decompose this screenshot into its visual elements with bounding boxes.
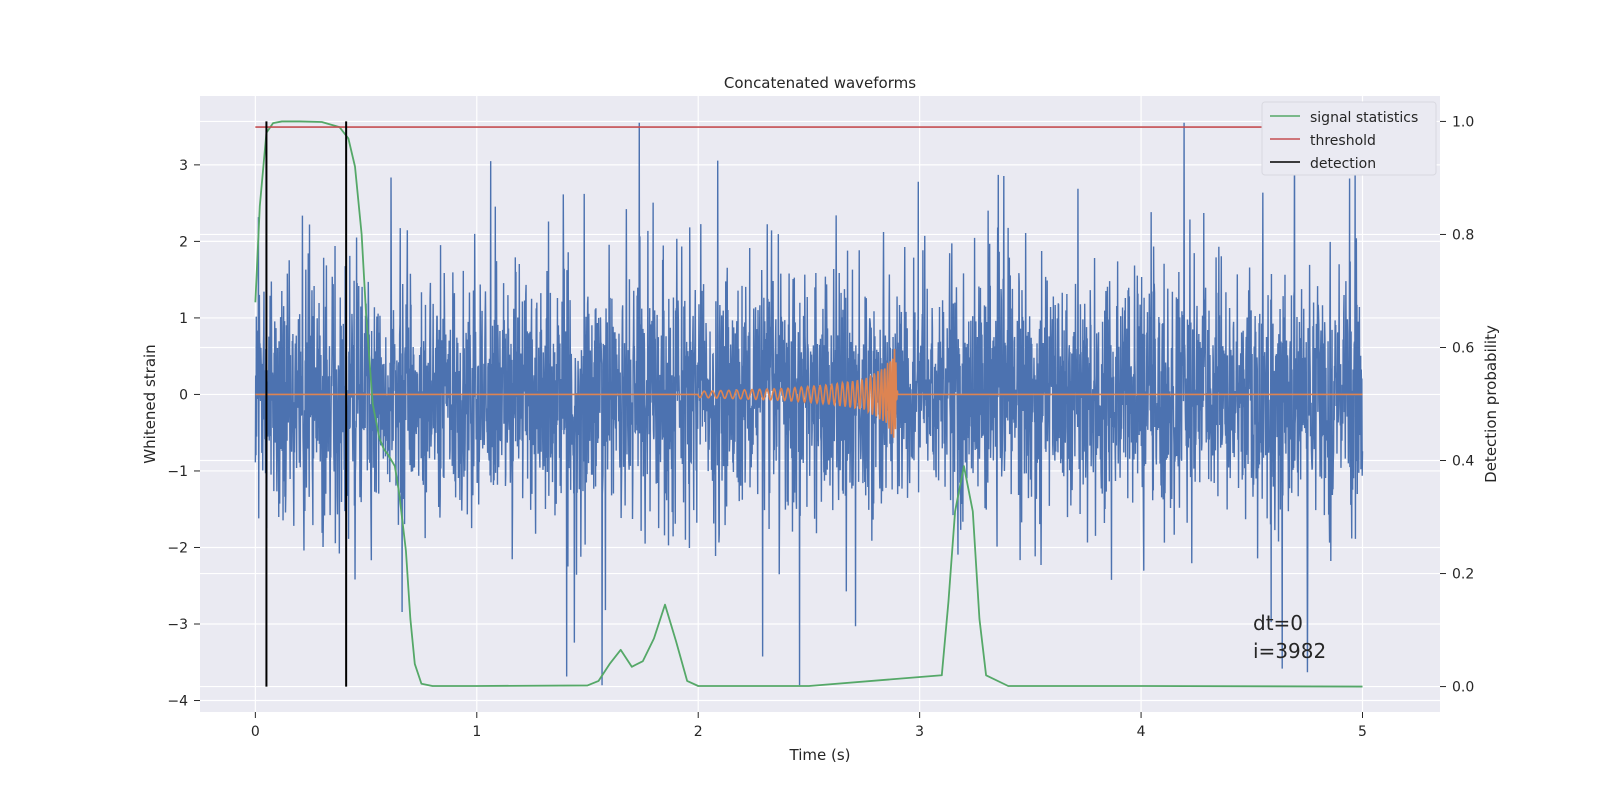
signal-statistics-line	[254, 120, 1363, 688]
y-left-tick-label: −3	[167, 617, 188, 633]
y-left-tick-label: −2	[167, 540, 188, 556]
legend-box	[1261, 101, 1437, 176]
y-left-tick-label: 0	[179, 387, 188, 403]
y-right-tick-label: 0.0	[1452, 680, 1474, 696]
x-axis-label: Time (s)	[789, 746, 851, 764]
y-axis-label-left: Whitened strain	[141, 344, 159, 463]
y-right-tick-label: 1.0	[1452, 114, 1474, 130]
annotation-dt: dt=0	[1253, 611, 1303, 635]
legend: signal statistics threshold detection	[1261, 101, 1437, 176]
annotation-i: i=3982	[1253, 639, 1326, 663]
injected-signal-line	[255, 348, 1363, 438]
y-left-tick-label: −4	[167, 694, 188, 710]
x-tick-label: 2	[694, 724, 703, 740]
y-right-tick-label: 0.2	[1452, 567, 1474, 583]
x-tick-label: 1	[472, 724, 481, 740]
legend-label-detection: detection	[1310, 156, 1376, 172]
plot-area	[254, 120, 1364, 688]
y-right-tick-label: 0.8	[1452, 227, 1474, 243]
y-left-tick-label: 1	[179, 311, 188, 327]
y-axis-label-right: Detection probability	[1482, 325, 1500, 483]
x-tick-label: 5	[1358, 724, 1367, 740]
x-tick-label: 3	[915, 724, 924, 740]
y-right-tick-label: 0.6	[1452, 340, 1474, 356]
chart-title: Concatenated waveforms	[724, 74, 916, 92]
legend-label-signal-statistics: signal statistics	[1310, 110, 1418, 126]
y-left-tick-label: −1	[167, 464, 188, 480]
strain-series-line	[254, 122, 1364, 686]
x-tick-label: 4	[1137, 724, 1146, 740]
legend-label-threshold: threshold	[1310, 133, 1376, 149]
y-right-tick-label: 0.4	[1452, 454, 1474, 470]
x-tick-label: 0	[251, 724, 260, 740]
y-left-tick-label: 2	[179, 234, 188, 250]
y-left-tick-label: 3	[179, 158, 188, 174]
ticks: 0 1 2 3 4 5 −4 −3 −2 −1 0 1 2 3 0.0 0.2 0.4 0.6 0.8 1.0	[167, 114, 1474, 740]
